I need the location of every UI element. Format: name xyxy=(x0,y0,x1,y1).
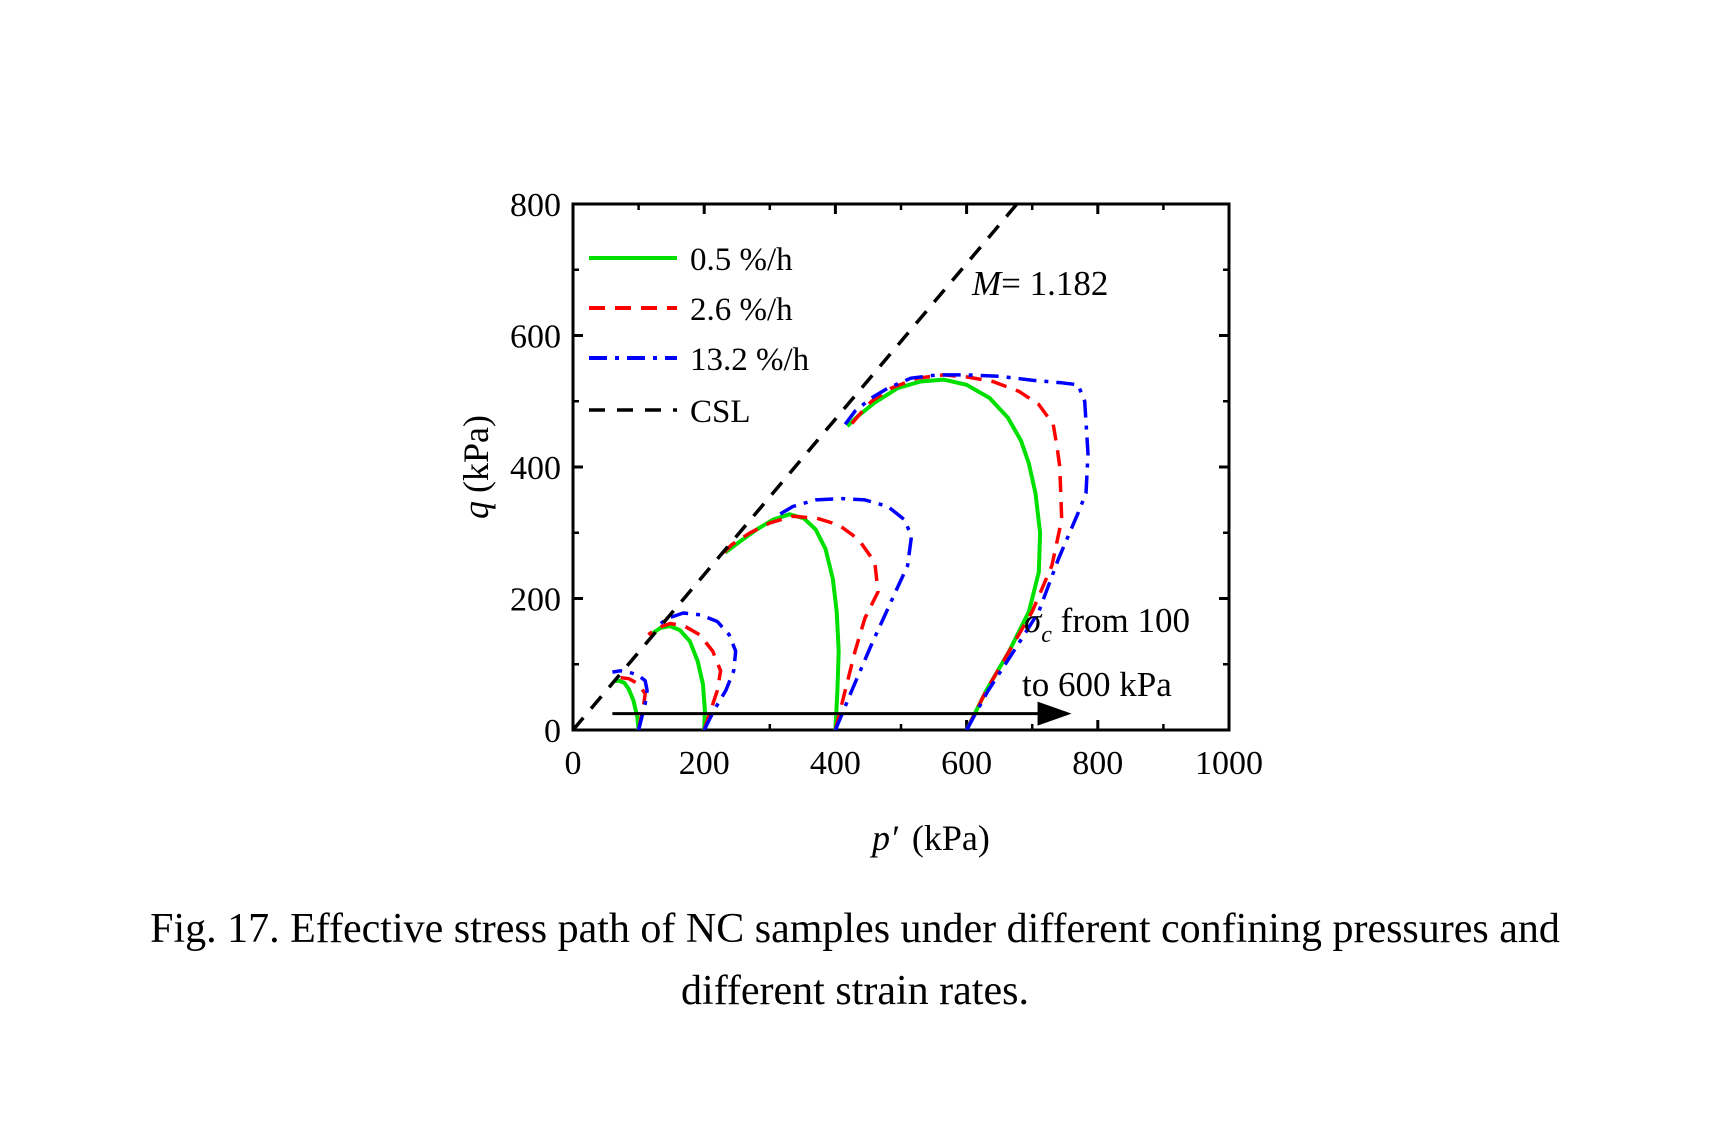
y-axis-label: q(kPa) xyxy=(456,415,496,519)
x-tick-label: 400 xyxy=(810,745,861,782)
series-1-path-2 xyxy=(722,514,880,730)
plot-frame xyxy=(571,202,1231,732)
series-2-path-3 xyxy=(843,373,1090,730)
y-tick-label: 200 xyxy=(510,582,561,619)
legend-label-2-6: 2.6 %/h xyxy=(690,292,793,328)
legend-label-0-5: 0.5 %/h xyxy=(690,242,793,278)
x-tick-label: 200 xyxy=(679,745,730,782)
csl-slope-label: M= 1.182 xyxy=(971,264,1108,303)
series-2-path-0 xyxy=(612,669,649,730)
x-axis-label: p′ (kPa) xyxy=(869,818,990,858)
series-2-path-1 xyxy=(655,611,738,730)
arrow-layer xyxy=(612,701,1072,726)
y-tick-label: 400 xyxy=(510,450,561,487)
x-tick-label: 800 xyxy=(1072,745,1123,782)
arrow-head xyxy=(1037,701,1072,726)
arrow-label-line1: σc from 100 xyxy=(1024,601,1190,648)
series-0-path-2 xyxy=(724,512,841,730)
figure-caption: Fig. 17. Effective stress path of NC sam… xyxy=(0,898,1710,1022)
legend-label-13-2: 13.2 %/h xyxy=(690,342,810,378)
y-tick-label: 600 xyxy=(510,319,561,356)
x-tick-label: 1000 xyxy=(1195,745,1263,782)
y-tick-label: 800 xyxy=(510,187,561,224)
caption-line-1: Fig. 17. Effective stress path of NC sam… xyxy=(150,906,1560,952)
legend: 0.5 %/h 2.6 %/h 13.2 %/h CSL xyxy=(589,242,810,430)
series-0-path-3 xyxy=(845,377,1043,730)
series-2-path-2 xyxy=(775,496,914,730)
caption-line-2: different strain rates. xyxy=(681,968,1029,1014)
y-tick-label: 0 xyxy=(544,713,561,750)
series-1-path-1 xyxy=(647,621,723,730)
series-layer xyxy=(573,204,1090,730)
series-0-path-0 xyxy=(613,678,641,730)
x-tick-label: 0 xyxy=(565,745,582,782)
axis-ticks: 0 200 400 600 800 1000 0 200 400 600 800 xyxy=(510,187,1263,782)
legend-label-csl: CSL xyxy=(690,394,751,430)
series-3-path-0 xyxy=(573,204,1020,730)
x-tick-label: 600 xyxy=(941,745,992,782)
arrow-label-line2: to 600 kPa xyxy=(1022,665,1172,704)
series-1-path-3 xyxy=(847,373,1064,730)
